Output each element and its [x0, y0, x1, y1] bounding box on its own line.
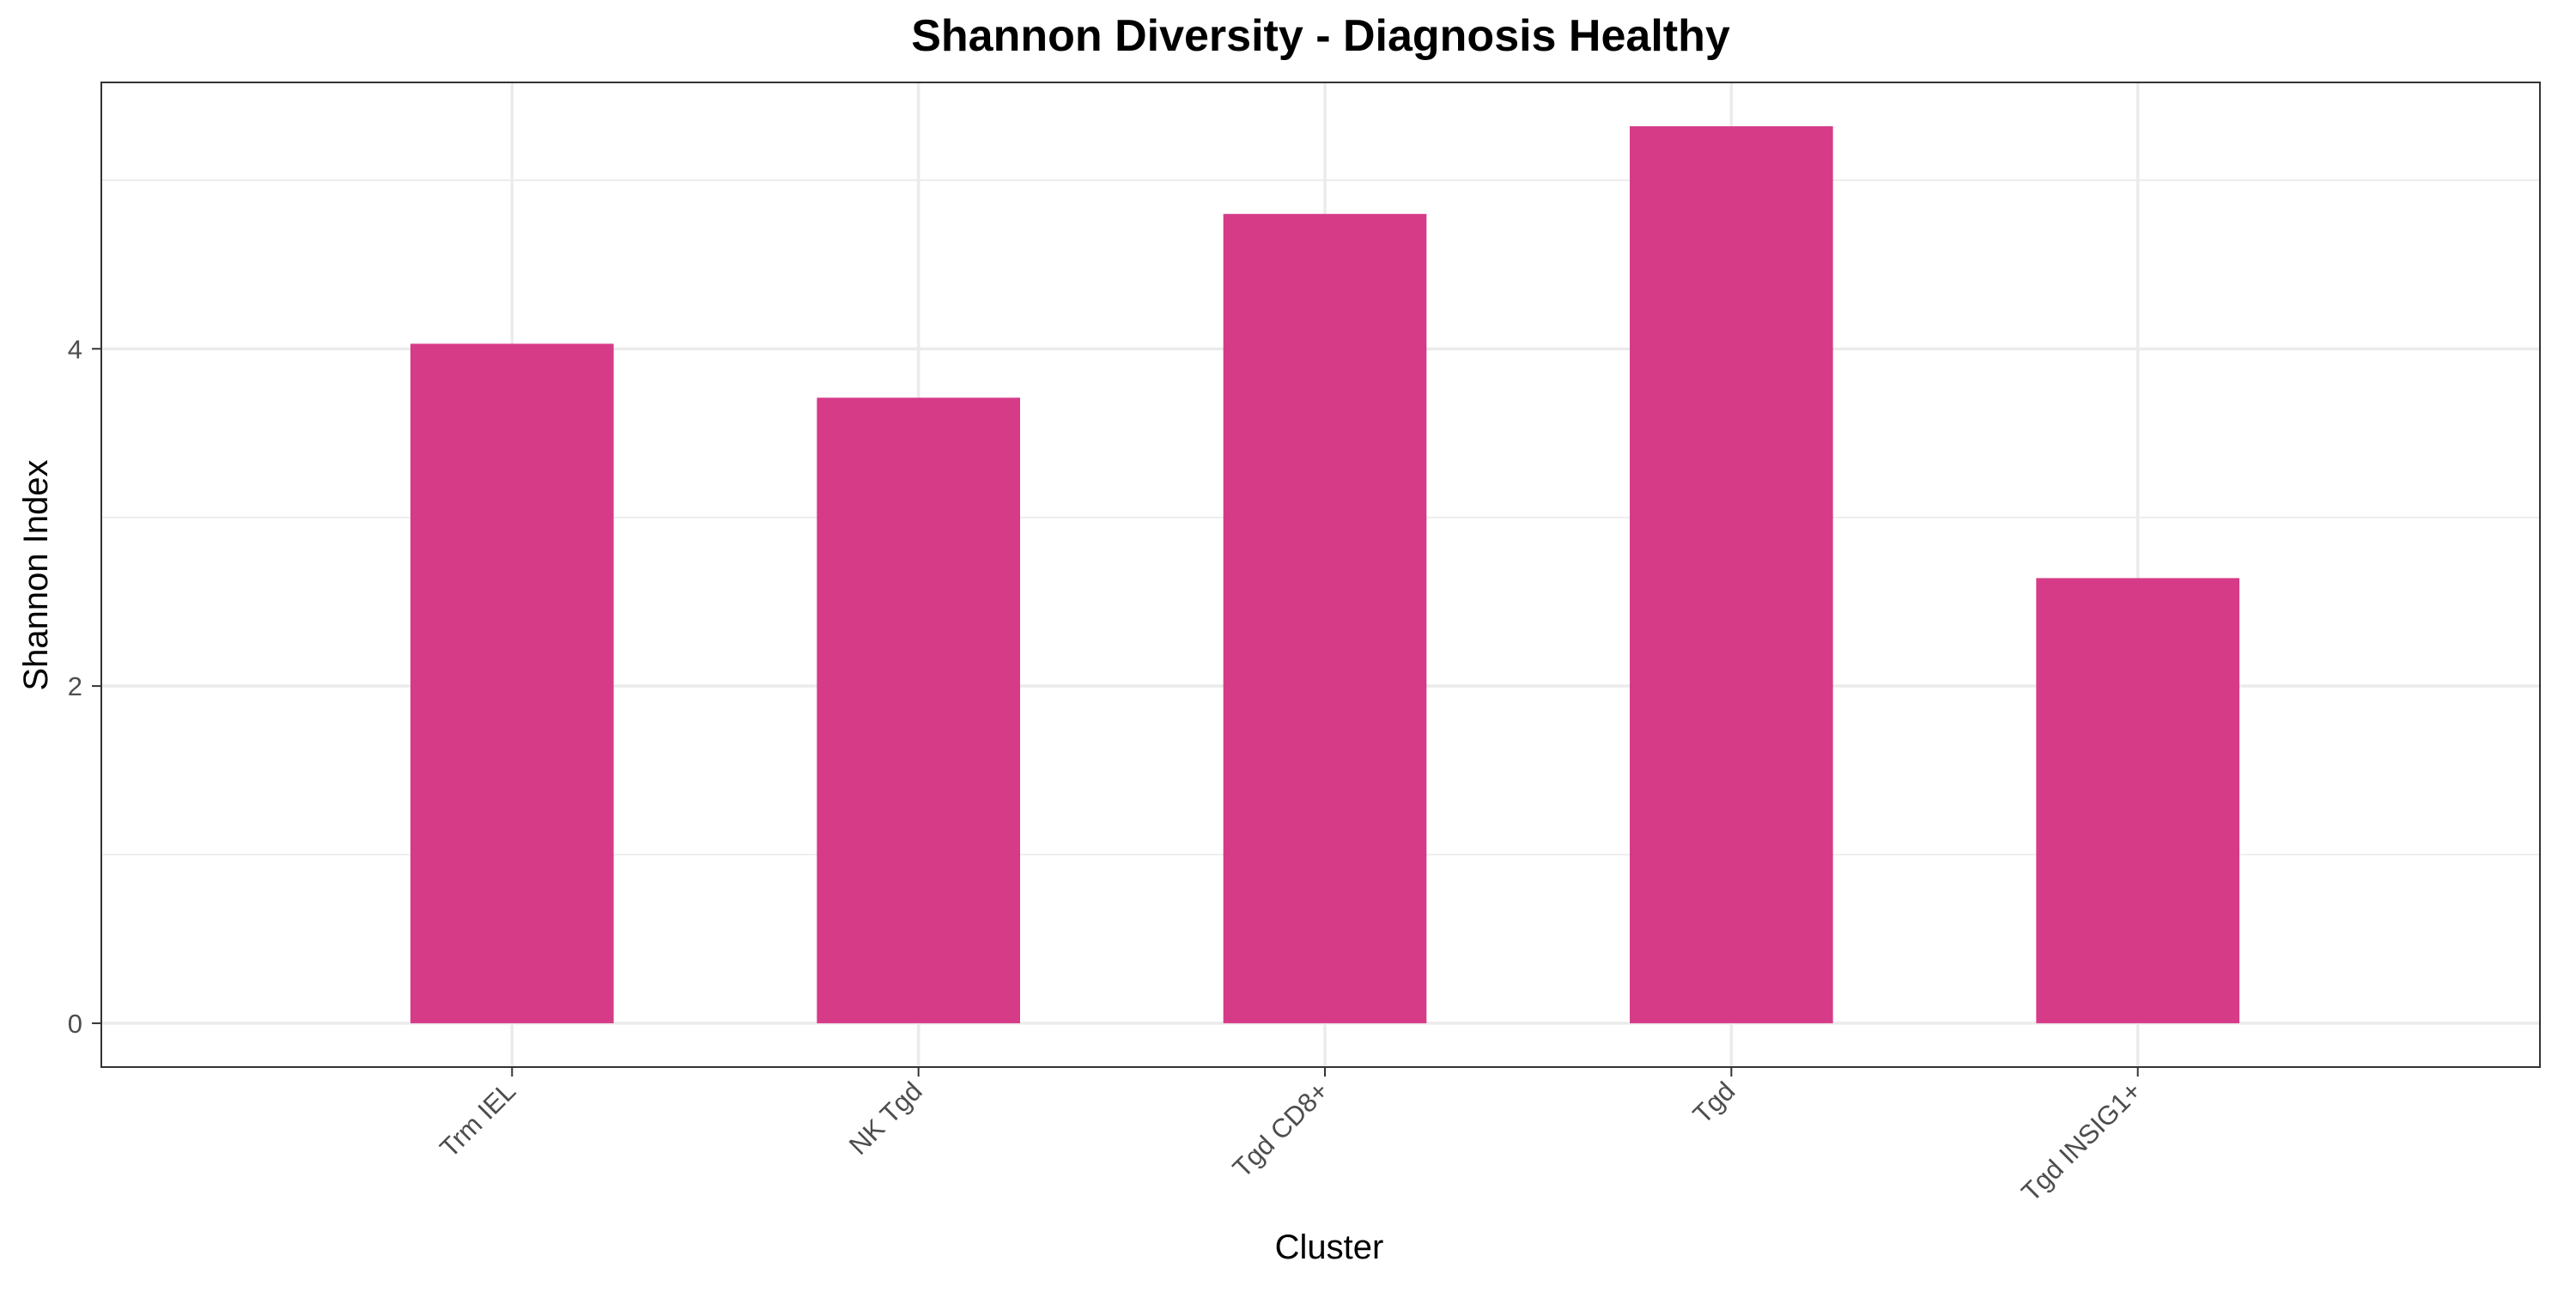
bars [410, 126, 2239, 1023]
y-tick-label: 2 [68, 671, 82, 701]
y-axis-title: Shannon Index [17, 459, 55, 690]
bar [1223, 214, 1427, 1023]
panel-border [100, 82, 2541, 1068]
bar [817, 397, 1020, 1023]
y-axis: 0 2 4 [68, 334, 101, 1039]
x-axis-title: Cluster [1275, 1228, 1384, 1266]
bar [2036, 578, 2239, 1023]
bar [1630, 126, 1833, 1023]
y-tick-label: 4 [68, 334, 82, 364]
bar [410, 343, 614, 1023]
chart-title: Shannon Diversity - Diagnosis Healthy [911, 11, 1730, 61]
y-tick-label: 0 [68, 1009, 82, 1039]
